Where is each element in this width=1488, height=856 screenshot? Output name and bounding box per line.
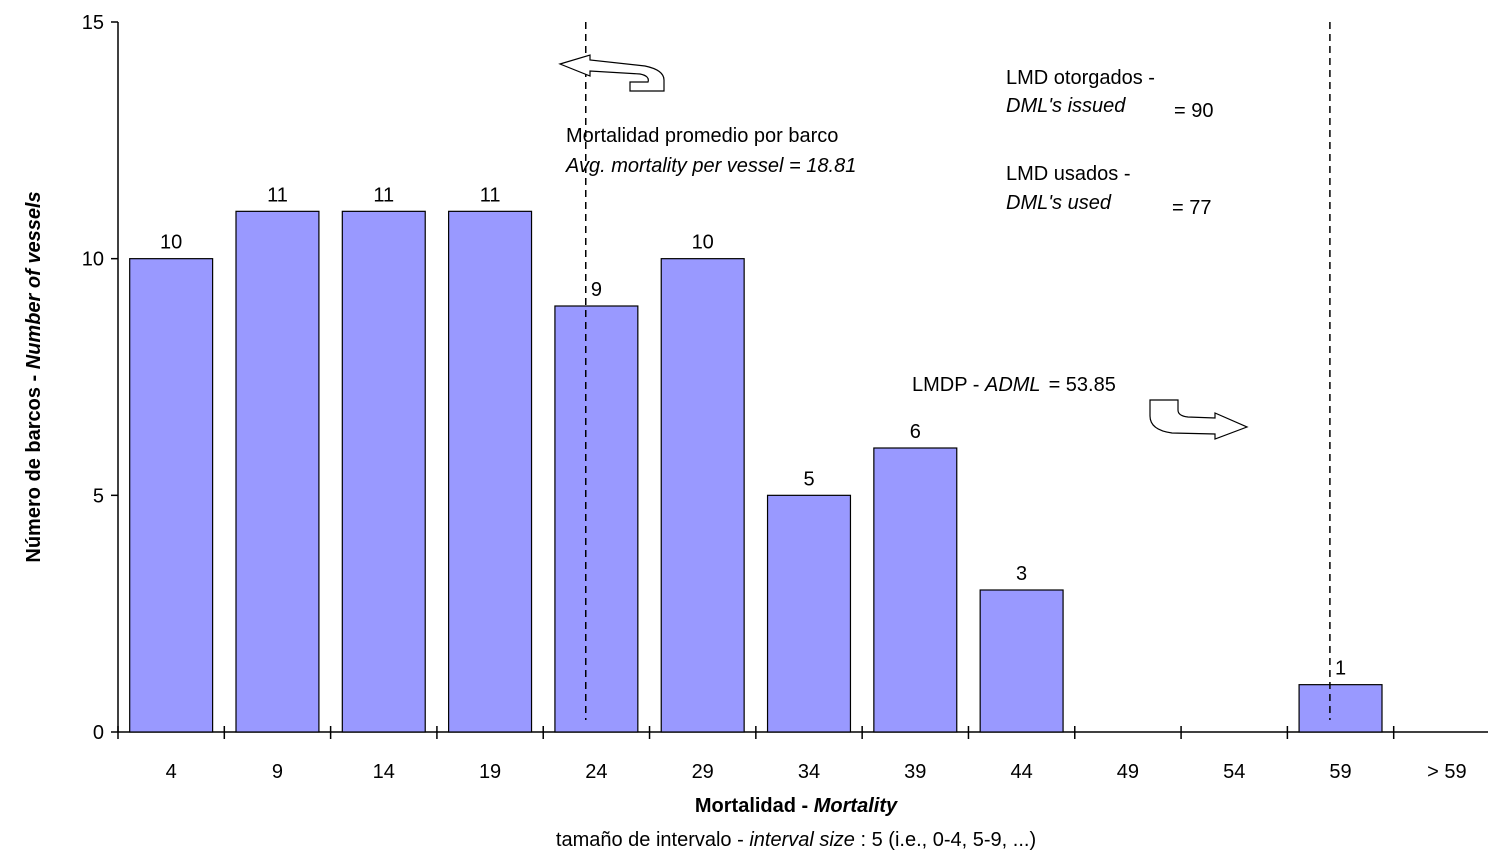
bar <box>660 258 745 733</box>
x-tick-label: 29 <box>692 761 714 783</box>
bar-value-label: 6 <box>910 421 921 443</box>
interval-size-note: tamaño de intervalo - interval size : 5 … <box>556 829 1036 851</box>
x-tick-label: 39 <box>904 761 926 783</box>
y-axis-title: Número de barcos - Number of vessels <box>23 191 45 562</box>
x-tick-label: 49 <box>1117 761 1139 783</box>
y-tick-label: 10 <box>82 249 104 271</box>
x-tick-label: > 59 <box>1427 761 1466 783</box>
bar <box>1298 684 1383 733</box>
bar-value-label: 11 <box>373 184 394 206</box>
bar-value-label: 10 <box>692 232 714 254</box>
bar-value-label: 9 <box>591 279 602 301</box>
x-tick-label: 54 <box>1223 761 1245 783</box>
bar-value-label: 5 <box>803 468 814 490</box>
x-tick-label: 59 <box>1329 761 1351 783</box>
adml-annotation: LMDP - ADML = 53.85 <box>912 374 1116 396</box>
x-tick-label: 44 <box>1010 761 1032 783</box>
x-tick-label: 14 <box>373 761 395 783</box>
used-sublabel: DML's used <box>1006 192 1112 214</box>
bar <box>341 210 426 733</box>
avg-annotation-line2: Avg. mortality per vessel = 18.81 <box>565 155 856 177</box>
bar <box>979 589 1064 733</box>
x-ticks <box>117 726 1395 739</box>
x-tick-labels: 4 9 14 19 24 29 34 39 44 49 54 59 > 59 <box>166 761 1467 783</box>
issued-sublabel: DML's issued <box>1006 95 1126 117</box>
right-arrow-icon <box>1149 399 1249 440</box>
y-tick-label: 0 <box>93 722 104 744</box>
used-label: LMD usados - <box>1006 163 1131 185</box>
x-tick-label: 24 <box>585 761 607 783</box>
bar-value-label: 10 <box>160 232 182 254</box>
bar <box>235 210 320 733</box>
x-axis-title: Mortalidad - Mortality <box>695 795 898 817</box>
x-tick-label: 19 <box>479 761 501 783</box>
bar <box>766 494 852 733</box>
bar <box>129 258 214 733</box>
y-ticks: 0 5 10 15 <box>82 12 118 744</box>
bar <box>554 305 639 733</box>
bar-value-label: 1 <box>1335 658 1346 680</box>
x-tick-label: 34 <box>798 761 820 783</box>
bar-value-label: 11 <box>267 184 288 206</box>
issued-value: = 90 <box>1174 100 1213 122</box>
bars <box>129 210 1383 733</box>
x-tick-label: 9 <box>272 761 283 783</box>
left-arrow-icon <box>558 54 665 92</box>
x-tick-label: 4 <box>166 761 177 783</box>
bar <box>448 210 533 733</box>
bar-data-labels: 10 11 11 11 9 10 5 6 3 1 <box>160 184 1346 679</box>
issued-label: LMD otorgados - <box>1006 67 1155 89</box>
bar-value-label: 3 <box>1016 563 1027 585</box>
used-value: = 77 <box>1172 197 1211 219</box>
y-tick-label: 5 <box>93 485 104 507</box>
bar <box>873 447 958 733</box>
bar-value-label: 11 <box>480 184 501 206</box>
y-tick-label: 15 <box>82 12 104 34</box>
avg-annotation-line1: Mortalidad promedio por barco <box>566 125 838 147</box>
